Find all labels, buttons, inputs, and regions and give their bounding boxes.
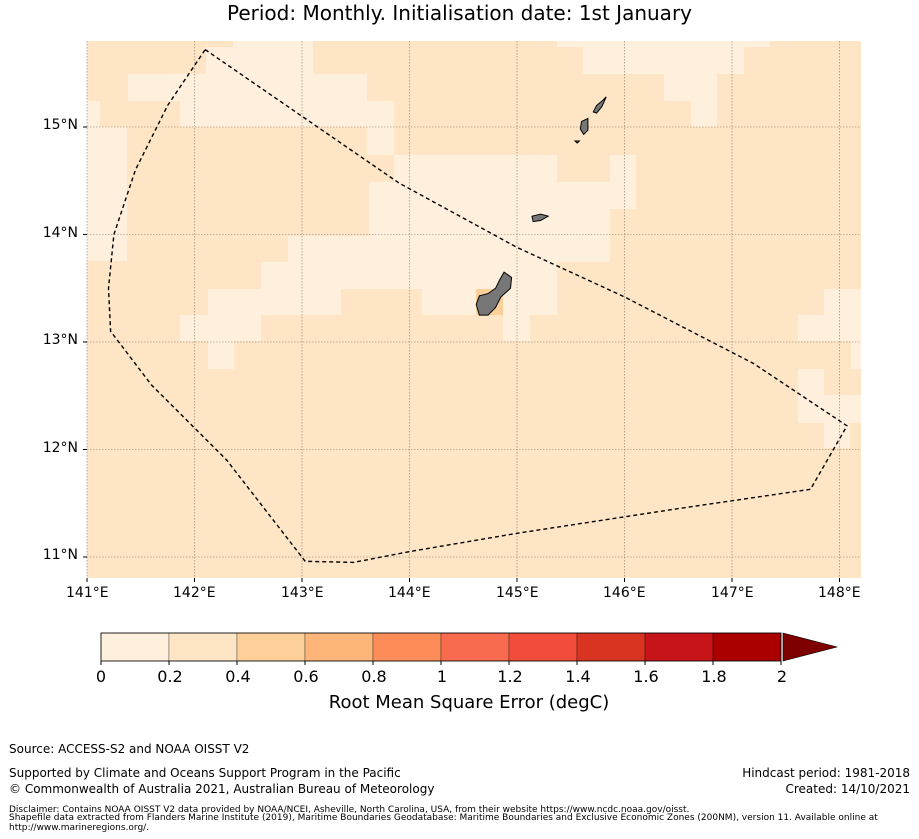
y-tick-label: 11°N [42, 547, 78, 563]
colorbar-segment [304, 632, 374, 662]
colorbar-tick-label: 0.4 [225, 667, 251, 686]
colorbar-tick-label: 0.8 [361, 667, 387, 686]
y-tick-label: 12°N [42, 440, 78, 456]
colorbar-segment [440, 632, 510, 662]
x-tick-label: 144°E [388, 585, 431, 601]
islands [475, 96, 607, 316]
rmse-cell-low [824, 289, 861, 315]
x-tick-label: 145°E [496, 585, 539, 601]
colorbar-segment [644, 632, 714, 662]
colorbar-tick-label: 1.4 [565, 667, 591, 686]
colorbar-segment [236, 632, 306, 662]
rmse-cell-low [583, 47, 744, 74]
rmse-cell-low [180, 315, 261, 341]
rmse-cell-low [261, 262, 557, 289]
colorbar-tick-label: 2 [776, 667, 788, 686]
colorbar [100, 632, 839, 665]
map-title: Period: Monthly. Initialisation date: 1s… [227, 1, 692, 25]
colorbar-tick-label: 1.6 [633, 667, 659, 686]
rmse-cell-low [369, 182, 610, 236]
created-date: Created: 14/10/2021 [785, 782, 910, 796]
colorbar-extend-arrow [782, 632, 839, 662]
rmse-map [83, 41, 861, 582]
island-guam [475, 271, 513, 316]
rmse-cell-low [206, 47, 313, 74]
rmse-cell-low [503, 315, 530, 341]
rmse-cell-low [557, 41, 770, 47]
x-tick-label: 142°E [173, 585, 216, 601]
colorbar-segment [100, 632, 170, 662]
source-text: Source: ACCESS-S2 and NOAA OISST V2 [9, 742, 250, 756]
support-text: Supported by Climate and Oceans Support … [9, 766, 401, 780]
rmse-cell-low [798, 315, 861, 341]
x-tick-label: 148°E [818, 585, 861, 601]
colorbar-tick-label: 0 [95, 667, 107, 686]
colorbar-tick-label: 1.2 [497, 667, 523, 686]
colorbar-segment [372, 632, 442, 662]
colorbar-tick-label: 1.8 [701, 667, 727, 686]
rmse-cell-low [798, 369, 824, 423]
rmse-cell-low [87, 101, 100, 127]
rmse-cell-low [208, 341, 234, 369]
x-tick-label: 143°E [281, 585, 324, 601]
colorbar-tick-label: 0.6 [293, 667, 319, 686]
rmse-cell-low [824, 395, 861, 423]
rmse-cell-low [851, 341, 861, 369]
island-tinian [579, 117, 589, 136]
rmse-cell-low [288, 236, 610, 262]
rmse-cell-low [180, 101, 394, 127]
eez-boundary [107, 49, 848, 564]
island-saipan [592, 96, 607, 114]
island-aguijan [573, 140, 581, 144]
rmse-cell-low [367, 127, 394, 155]
rmse-cell-low [664, 74, 717, 101]
x-tick-label: 147°E [711, 585, 754, 601]
rmse-cell-low [691, 101, 717, 127]
disclaimer-line: http://www.marineregions.org/. [9, 823, 150, 833]
y-tick-label: 13°N [42, 332, 78, 348]
rmse-cell-low [233, 41, 313, 47]
hindcast-period: Hindcast period: 1981-2018 [742, 766, 910, 780]
rmse-cell-low [87, 127, 127, 261]
y-tick-label: 14°N [42, 225, 78, 241]
colorbar-tick-label: 1 [436, 667, 448, 686]
colorbar-segment [508, 632, 578, 662]
y-tick-label: 15°N [42, 117, 78, 133]
rmse-cell-low [610, 155, 636, 209]
disclaimer-line: Shapefile data extracted from Flanders M… [9, 813, 878, 823]
x-tick-label: 146°E [603, 585, 646, 601]
colorbar-segment [712, 632, 782, 662]
disclaimer-line: Disclaimer: Contains NOAA OISST V2 data … [9, 805, 690, 815]
island-rota [531, 213, 550, 223]
graticule [86, 41, 861, 578]
colorbar-label: Root Mean Square Error (degC) [328, 692, 610, 713]
rmse-cell-low [394, 155, 557, 182]
rmse-cell-low [208, 289, 341, 315]
copyright-text: © Commonwealth of Australia 2021, Austra… [9, 782, 435, 796]
colorbar-tick-label: 0.2 [157, 667, 183, 686]
colorbar-segment [168, 632, 238, 662]
x-tick-label: 141°E [66, 585, 109, 601]
colorbar-segment [576, 632, 646, 662]
